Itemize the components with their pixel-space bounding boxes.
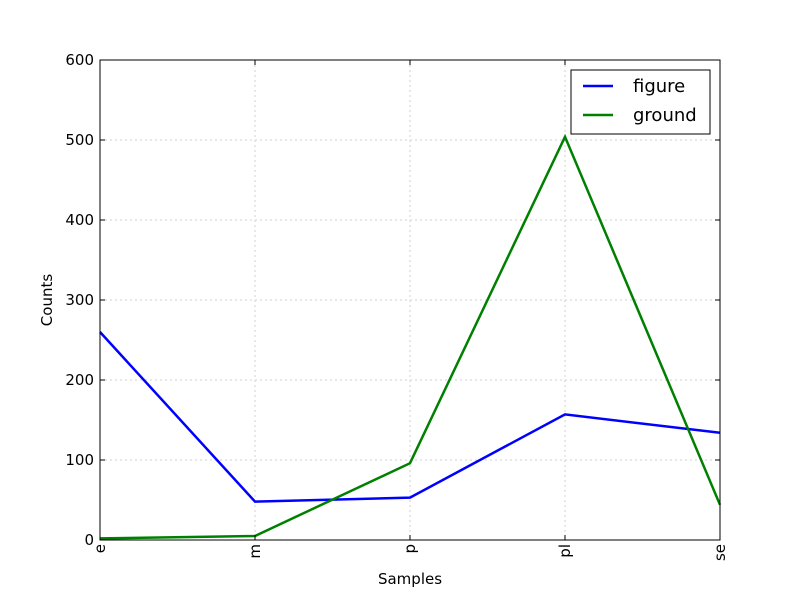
series-line-figure xyxy=(99,331,721,503)
y-axis-title: Counts xyxy=(38,274,56,327)
y-tick-label: 600 xyxy=(65,51,94,69)
y-tick-label: 100 xyxy=(65,451,94,469)
axis-ticks: 0 100 200 300 400 500 600 e m p pl se xyxy=(65,51,729,561)
x-tick-label: e xyxy=(91,544,109,553)
legend-box xyxy=(570,69,711,135)
y-tick-label: 400 xyxy=(65,211,94,229)
legend-label-figure: figure xyxy=(633,76,685,97)
y-tick-label: 500 xyxy=(65,131,94,149)
x-tick-label: p xyxy=(401,544,419,554)
legend: figure ground xyxy=(570,69,711,135)
x-axis-title: Samples xyxy=(378,570,442,588)
series-lines xyxy=(99,133,722,540)
x-tick-label: pl xyxy=(556,544,574,558)
y-tick-label: 0 xyxy=(84,531,94,549)
x-tick-label: m xyxy=(246,544,264,559)
y-tick-label: 200 xyxy=(65,371,94,389)
y-tick-label: 300 xyxy=(65,291,94,309)
series-line-ground xyxy=(99,133,722,540)
x-tick-label: se xyxy=(711,544,729,561)
legend-label-ground: ground xyxy=(633,105,697,126)
